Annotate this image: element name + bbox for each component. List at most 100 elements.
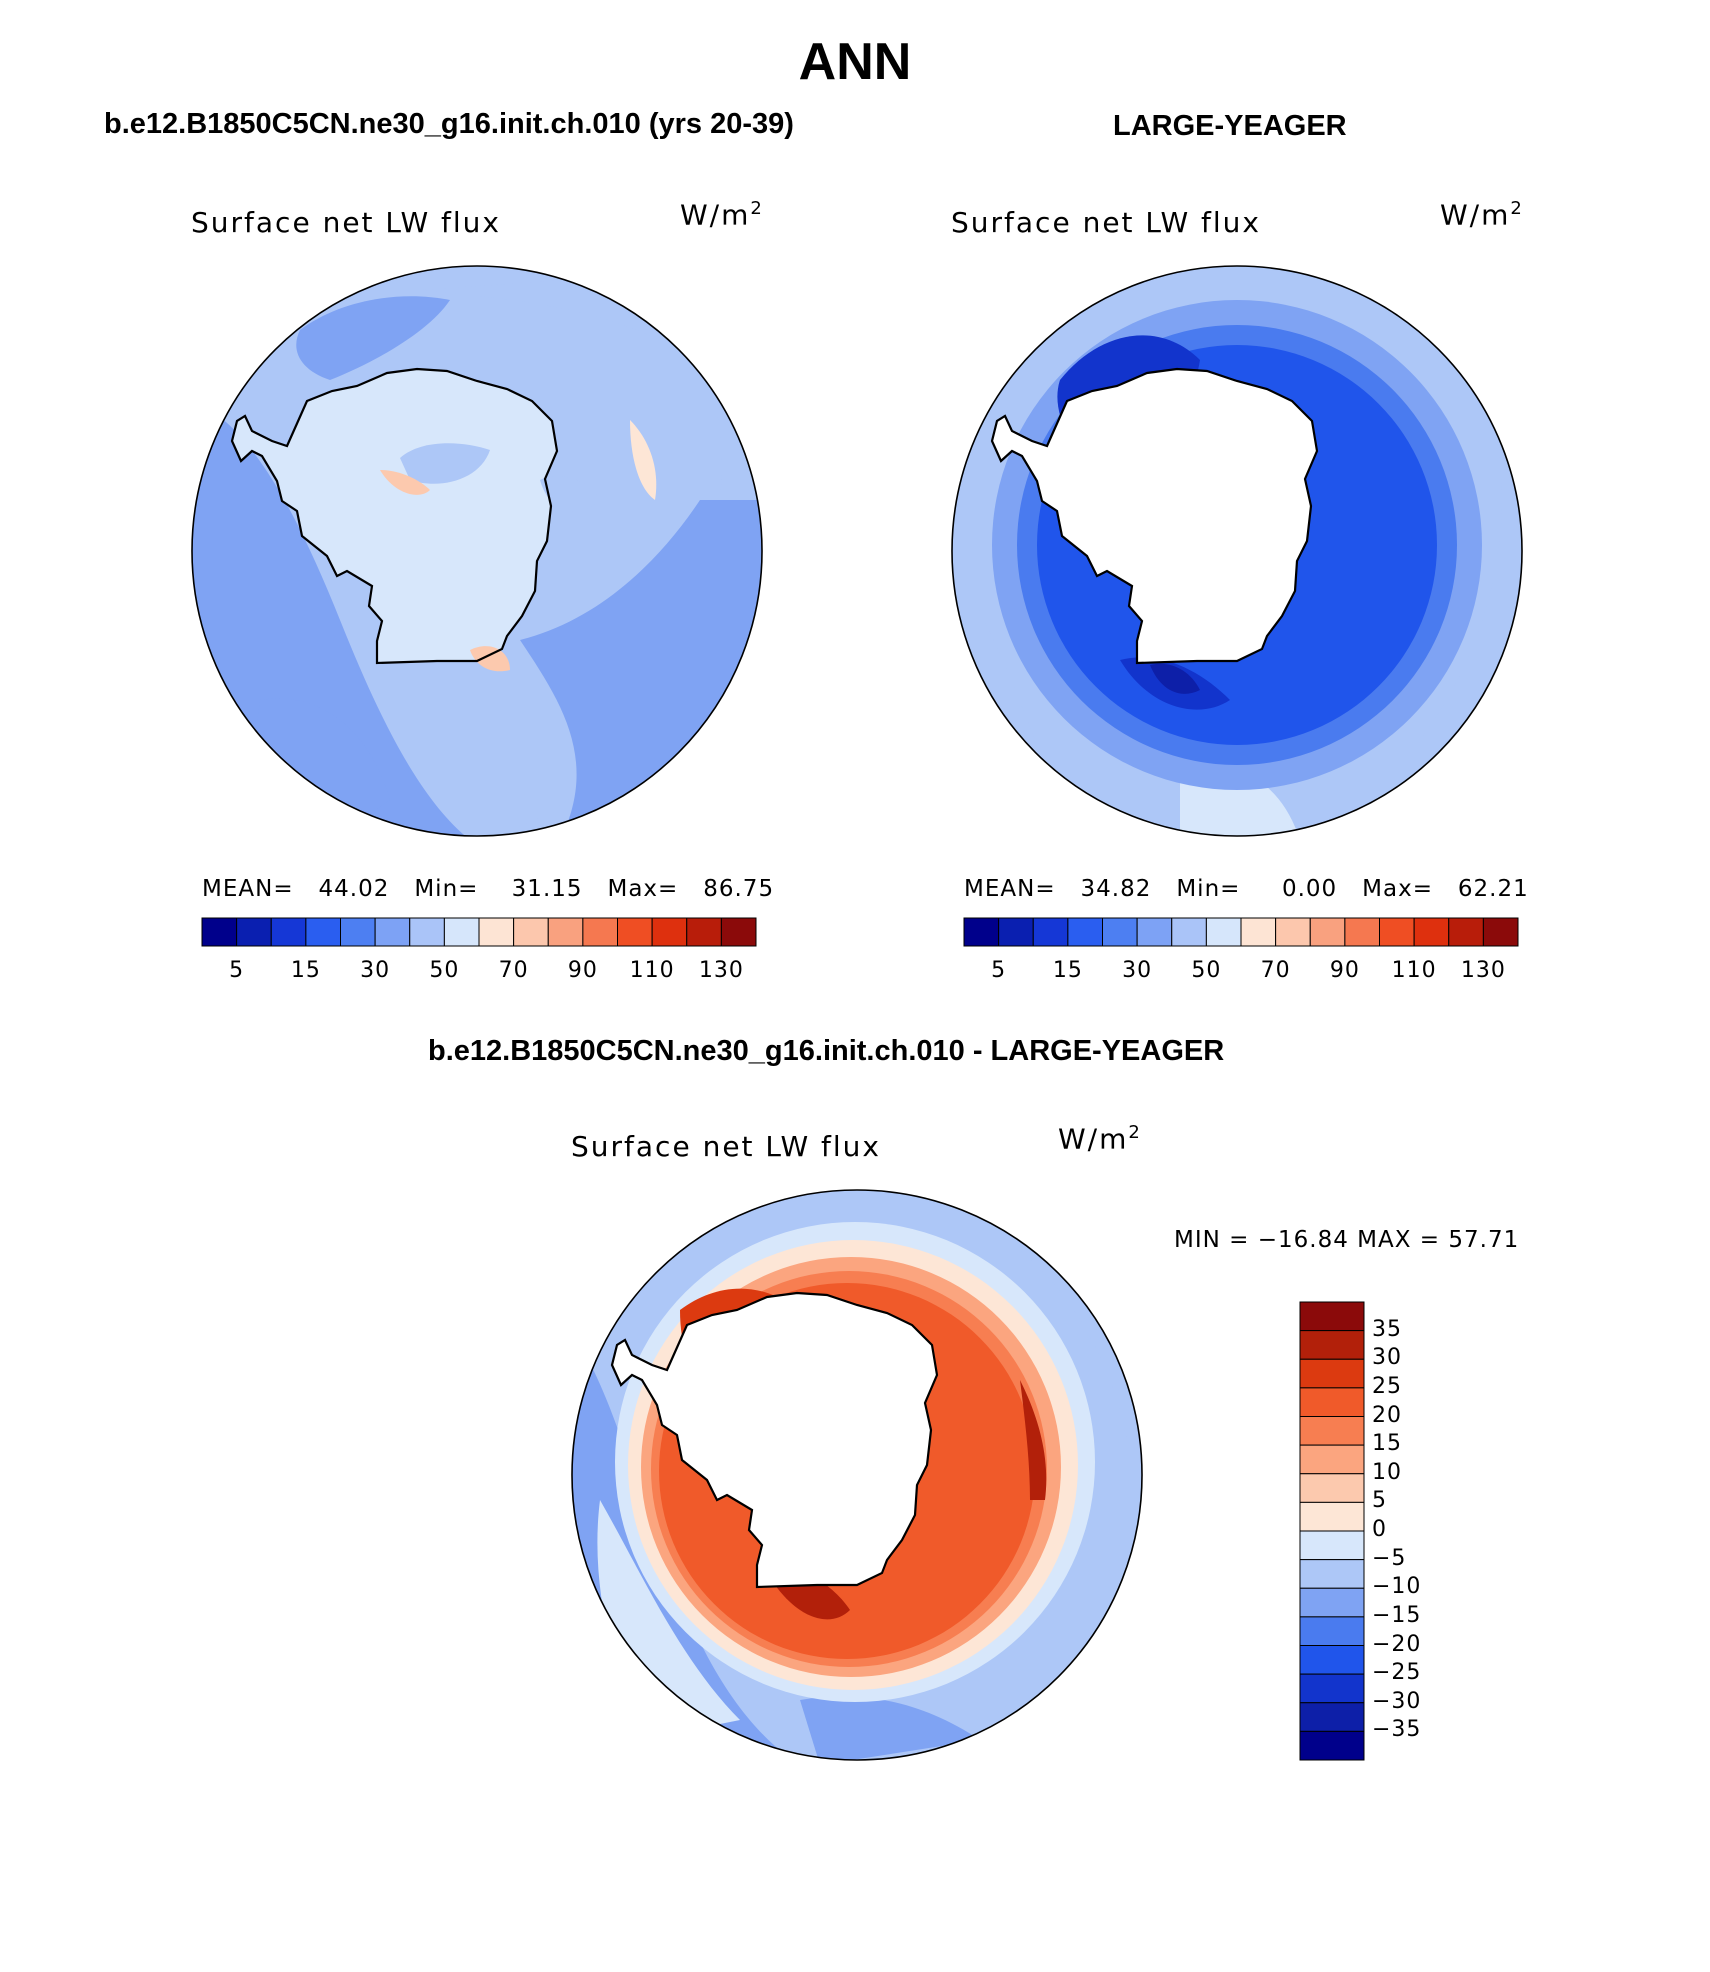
panel3-minmax: MIN = −16.84 MAX = 57.71 (1174, 1227, 1520, 1253)
colorbar1-swatch (409, 917, 445, 947)
colorbar2-tick-label: 110 (1391, 958, 1437, 983)
map-panel-3 (571, 1189, 1143, 1761)
colorbar-diff-tick-label: 5 (1372, 1488, 1387, 1514)
colorbar2-swatch (1205, 917, 1242, 947)
colorbar1-swatch (443, 917, 480, 947)
colorbar-diff-tick-label: −20 (1372, 1631, 1422, 1657)
panel1-field (192, 266, 762, 836)
colorbar1-swatch (720, 917, 757, 947)
colorbar1-swatch (478, 917, 515, 947)
colorbar2-tick-label: 130 (1460, 958, 1506, 983)
colorbar1-swatch (305, 917, 341, 947)
colorbar1-tick-label: 110 (629, 958, 675, 983)
colorbar-diff-swatch (1299, 1616, 1365, 1646)
colorbar1-swatch (513, 917, 549, 947)
colorbar2-swatch (998, 917, 1034, 947)
colorbar2-swatch (1482, 917, 1519, 947)
panel1-stats: MEAN= 44.02 Min= 31.15 Max= 86.75 (202, 876, 775, 902)
colorbar2-swatch (1240, 917, 1277, 947)
colorbar1-swatch (201, 917, 238, 947)
colorbar1-swatch (374, 917, 411, 947)
colorbar2-tick-label: 30 (1122, 958, 1153, 983)
colorbar-diff-swatch (1299, 1559, 1365, 1589)
colorbar1-tick-label: 50 (429, 958, 460, 983)
colorbar1-swatch (651, 917, 688, 947)
colorbar-diff-swatch (1299, 1530, 1365, 1561)
map-panel-1 (191, 265, 763, 837)
colorbar1-tick-label: 70 (498, 958, 529, 983)
panel2-units: W/m2 (1440, 198, 1524, 232)
colorbar-diff-tick-label: −10 (1372, 1574, 1422, 1600)
colorbar1-swatch (236, 917, 272, 947)
colorbar-diff-tick-label: −5 (1372, 1545, 1407, 1571)
panel2-stats: MEAN= 34.82 Min= 0.00 Max= 62.21 (964, 876, 1529, 902)
map-panel-2 (951, 265, 1523, 837)
colorbar-diff-swatch (1299, 1387, 1365, 1417)
colorbar-diff-swatch (1299, 1730, 1365, 1761)
panel1-variable-label: Surface net LW flux (191, 206, 501, 239)
colorbar2-swatch (1136, 917, 1173, 947)
colorbar1-swatch (686, 917, 722, 947)
colorbar2-tick-label: 70 (1260, 958, 1291, 983)
colorbar2-tick-label: 5 (991, 958, 1007, 983)
colorbar1-tick-label: 90 (567, 958, 598, 983)
colorbar2-tick-label: 90 (1329, 958, 1360, 983)
colorbar2-swatch (1102, 917, 1138, 947)
panel3-variable-label: Surface net LW flux (571, 1130, 881, 1163)
colorbar-diff-swatch (1299, 1330, 1365, 1360)
colorbar2-swatch (1032, 917, 1069, 947)
colorbar2-swatch (1379, 917, 1415, 947)
colorbar2-swatch (1275, 917, 1311, 947)
colorbar1-swatch (270, 917, 307, 947)
colorbar-diff-tick-label: −15 (1372, 1602, 1422, 1628)
colorbar-diff-tick-label: 25 (1372, 1373, 1402, 1399)
colorbar1-swatch (617, 917, 653, 947)
panel3-field (572, 1190, 1142, 1760)
colorbar-diff-tick-label: 10 (1372, 1459, 1402, 1485)
colorbar-diff-tick-label: 15 (1372, 1431, 1402, 1457)
colorbar-diff-swatch (1299, 1587, 1365, 1618)
colorbar1-tick-label: 130 (698, 958, 744, 983)
case-title: b.e12.B1850C5CN.ne30_g16.init.ch.010 (yr… (104, 108, 794, 140)
colorbar-diff-tick-label: −30 (1372, 1688, 1422, 1714)
colorbar-diff-swatch (1299, 1358, 1365, 1389)
colorbar-diff-swatch (1299, 1702, 1365, 1732)
colorbar-diff-swatch (1299, 1473, 1365, 1503)
colorbar-diff-swatch (1299, 1501, 1365, 1532)
colorbar-1 (201, 917, 757, 947)
colorbar-diff-swatch (1299, 1645, 1365, 1675)
colorbar2-swatch (1309, 917, 1346, 947)
panel3-units: W/m2 (1058, 1122, 1142, 1156)
colorbar2-swatch (1413, 917, 1450, 947)
panel1-units: W/m2 (680, 198, 764, 232)
colorbar2-swatch (1448, 917, 1484, 947)
colorbar-diff-tick-label: 20 (1372, 1402, 1402, 1428)
colorbar2-swatch (1067, 917, 1103, 947)
colorbar-diff-swatch (1299, 1673, 1365, 1704)
colorbar1-tick-label: 30 (360, 958, 391, 983)
colorbar-2 (963, 917, 1519, 947)
colorbar-diff-tick-label: 35 (1372, 1316, 1402, 1342)
colorbar1-tick-label: 5 (229, 958, 245, 983)
colorbar1-tick-label: 15 (290, 958, 321, 983)
panel2-variable-label: Surface net LW flux (951, 206, 1261, 239)
colorbar2-swatch (963, 917, 1000, 947)
colorbar-diff-swatch (1299, 1444, 1365, 1475)
colorbar-diff-swatch (1299, 1301, 1365, 1332)
colorbar1-swatch (547, 917, 584, 947)
colorbar2-swatch (1171, 917, 1207, 947)
colorbar1-swatch (582, 917, 618, 947)
colorbar2-tick-label: 50 (1191, 958, 1222, 983)
colorbar2-swatch (1344, 917, 1380, 947)
colorbar-diff-tick-label: −25 (1372, 1660, 1422, 1686)
colorbar-diff-tick-label: −35 (1372, 1717, 1422, 1743)
panel2-field (952, 266, 1522, 836)
diff-title: b.e12.B1850C5CN.ne30_g16.init.ch.010 - L… (428, 1035, 1225, 1067)
colorbar-diff-tick-label: 30 (1372, 1345, 1402, 1371)
colorbar-diff-swatch (1299, 1416, 1365, 1446)
figure-title: ANN (798, 33, 912, 91)
colorbar1-swatch (340, 917, 376, 947)
colorbar-diff (1299, 1301, 1365, 1761)
obs-title: LARGE-YEAGER (1113, 110, 1347, 142)
